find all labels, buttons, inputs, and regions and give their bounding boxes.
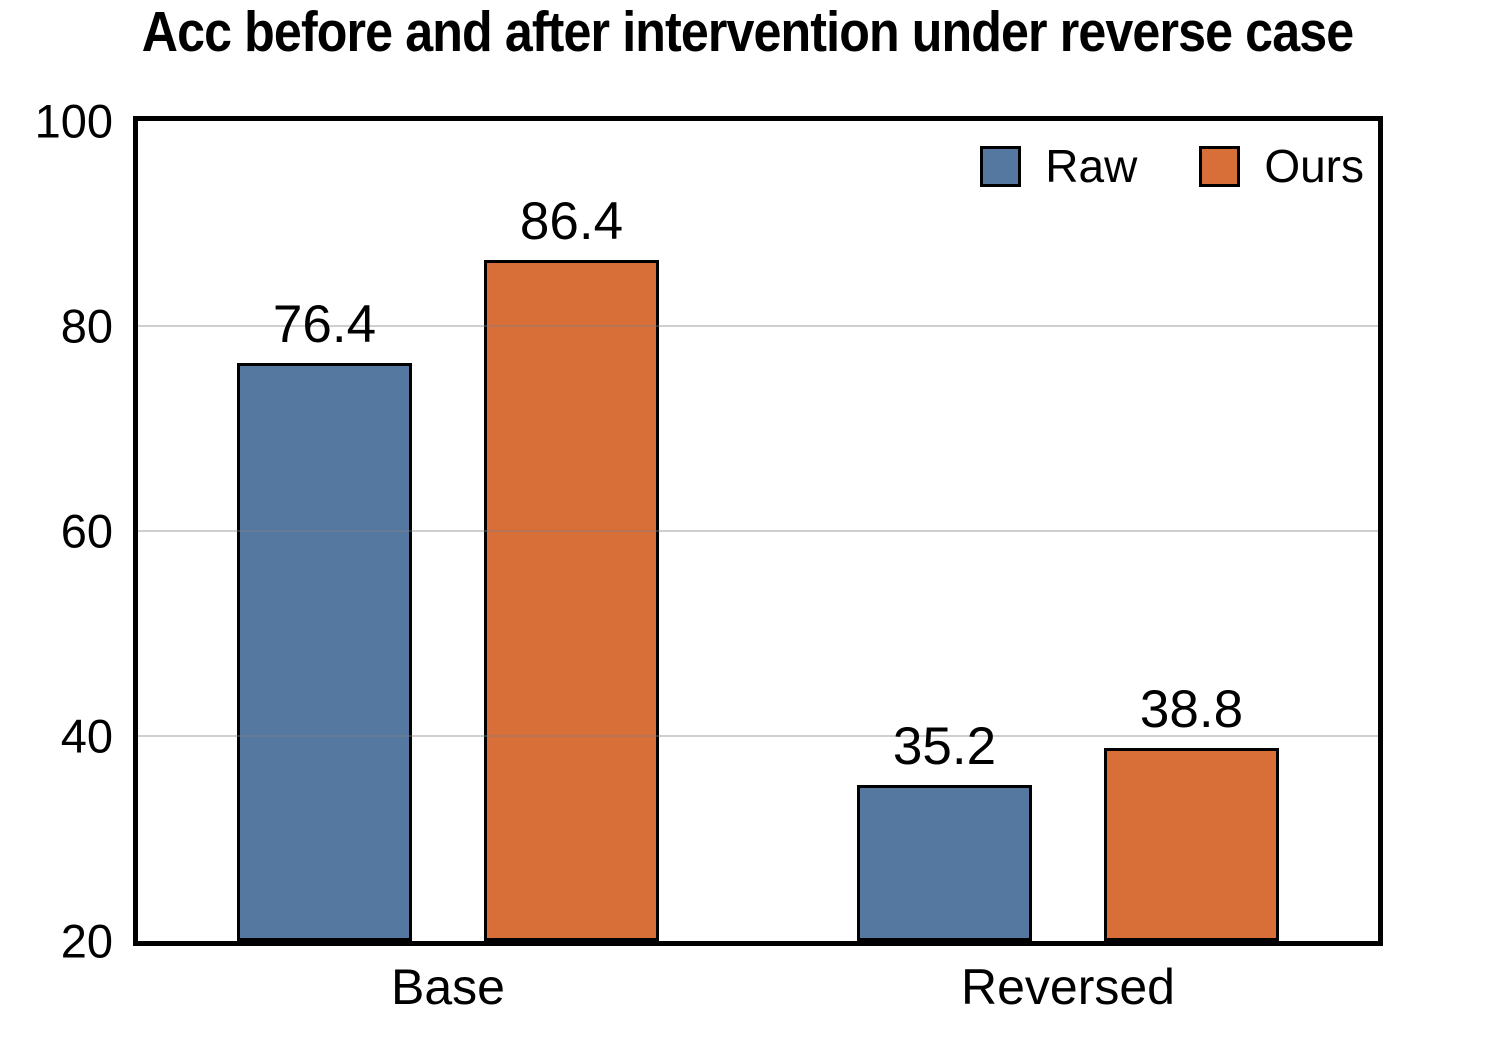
gridline-80 <box>138 325 1378 327</box>
y-tick-label-60: 60 <box>60 504 113 558</box>
legend-swatch-raw <box>980 145 1022 187</box>
legend-item-ours: Ours <box>1199 143 1364 189</box>
y-tick-label-40: 40 <box>60 709 113 763</box>
legend-item-raw: Raw <box>980 143 1137 189</box>
chart-title: Acc before and after intervention under … <box>141 0 1354 64</box>
y-tick-label-20: 20 <box>60 914 113 968</box>
bar-ours-reversed <box>1104 748 1279 941</box>
value-label-ours-reversed: 38.8 <box>1139 680 1244 740</box>
legend: Raw Ours <box>980 143 1364 189</box>
x-category-label-base: Base <box>391 959 505 1015</box>
legend-label-ours: Ours <box>1264 140 1364 192</box>
value-label-ours-base: 86.4 <box>519 192 624 252</box>
bar-raw-base <box>237 362 412 941</box>
value-label-raw-reversed: 35.2 <box>892 717 997 777</box>
y-tick-label-80: 80 <box>60 299 113 353</box>
y-tick-label-100: 100 <box>34 94 113 148</box>
gridline-60 <box>138 530 1378 532</box>
value-label-raw-base: 76.4 <box>272 294 377 354</box>
legend-swatch-ours <box>1199 145 1241 187</box>
legend-label-raw: Raw <box>1045 140 1138 192</box>
bar-raw-reversed <box>857 785 1032 941</box>
plot-area: Raw Ours 76.4 86.4 35.2 38.8 <box>133 116 1383 946</box>
x-category-label-reversed: Reversed <box>961 959 1175 1015</box>
gridline-40 <box>138 735 1378 737</box>
bar-ours-base <box>484 260 659 941</box>
